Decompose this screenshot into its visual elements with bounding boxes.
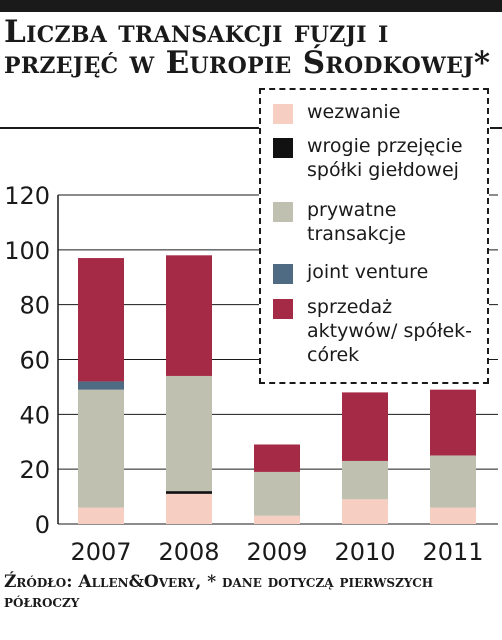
bar-segment	[430, 507, 476, 524]
legend-item-joint-venture: joint venture	[273, 260, 487, 284]
legend: wezwanie wrogie przejęcie spółki giełdow…	[259, 88, 489, 384]
legend-item-sprzedaz-aktywow: sprzedaż aktywów/ spółek-córek	[273, 295, 487, 367]
y-tick-label: 80	[19, 292, 50, 320]
bar-segment	[166, 255, 212, 376]
bar-segment	[78, 258, 124, 382]
legend-swatch-joint-venture	[273, 264, 293, 284]
legend-swatch-sprzedaz-aktywow	[273, 299, 293, 319]
legend-label-prywatne-transakcje: prywatne transakcje	[307, 199, 406, 245]
bar-segment	[254, 471, 300, 516]
bar-segment	[166, 375, 212, 492]
x-tick-label: 2009	[246, 538, 307, 566]
title-underline-right	[490, 127, 502, 129]
top-bar	[0, 0, 502, 12]
y-tick-label: 100	[4, 237, 50, 265]
y-tick-label: 40	[19, 401, 50, 429]
legend-swatch-wrogie-przejecie	[273, 138, 293, 158]
bar-segment	[166, 493, 212, 524]
x-tick-label: 2010	[334, 538, 395, 566]
bar-segment	[254, 444, 300, 472]
legend-item-wrogie-przejecie: wrogie przejęcie spółki giełdowej	[273, 134, 487, 182]
legend-item-prywatne-transakcje: prywatne transakcje	[273, 198, 487, 246]
x-tick-label: 2007	[70, 538, 131, 566]
chart-title: Liczba transakcji fuzji i przejęć w Euro…	[4, 14, 491, 81]
chart: 0 20 40 60 80 100 120 2007 2008 2009 2010 2011	[4, 182, 498, 566]
bar-segment	[254, 515, 300, 524]
legend-item-wezwanie: wezwanie	[273, 100, 487, 124]
legend-label-sprzedaz-aktywow: sprzedaż aktywów/ spółek-córek	[307, 296, 473, 366]
bar-segment	[342, 499, 388, 524]
x-tick-label: 2011	[422, 538, 483, 566]
legend-swatch-wezwanie	[273, 104, 293, 124]
bar-segment	[78, 507, 124, 524]
bar-segment	[78, 381, 124, 390]
bar-segment	[342, 460, 388, 500]
legend-label-wezwanie: wezwanie	[307, 101, 401, 123]
bar-segment	[166, 491, 212, 494]
bar-segment	[342, 392, 388, 461]
bar-segment	[430, 455, 476, 508]
legend-label-joint-venture: joint venture	[307, 261, 429, 283]
title-underline	[0, 127, 260, 129]
y-tick-label: 120	[4, 182, 50, 210]
bar-segment	[430, 389, 476, 456]
y-tick-label: 60	[19, 347, 50, 375]
bar-segment	[78, 389, 124, 508]
legend-swatch-prywatne-transakcje	[273, 202, 293, 222]
source-note: Źródło: Allen&Overy, * dane dotyczą pier…	[4, 572, 434, 612]
y-tick-label: 0	[35, 511, 50, 539]
y-tick-label: 20	[19, 456, 50, 484]
legend-label-wrogie-przejecie: wrogie przejęcie spółki giełdowej	[307, 135, 463, 181]
x-tick-label: 2008	[158, 538, 219, 566]
